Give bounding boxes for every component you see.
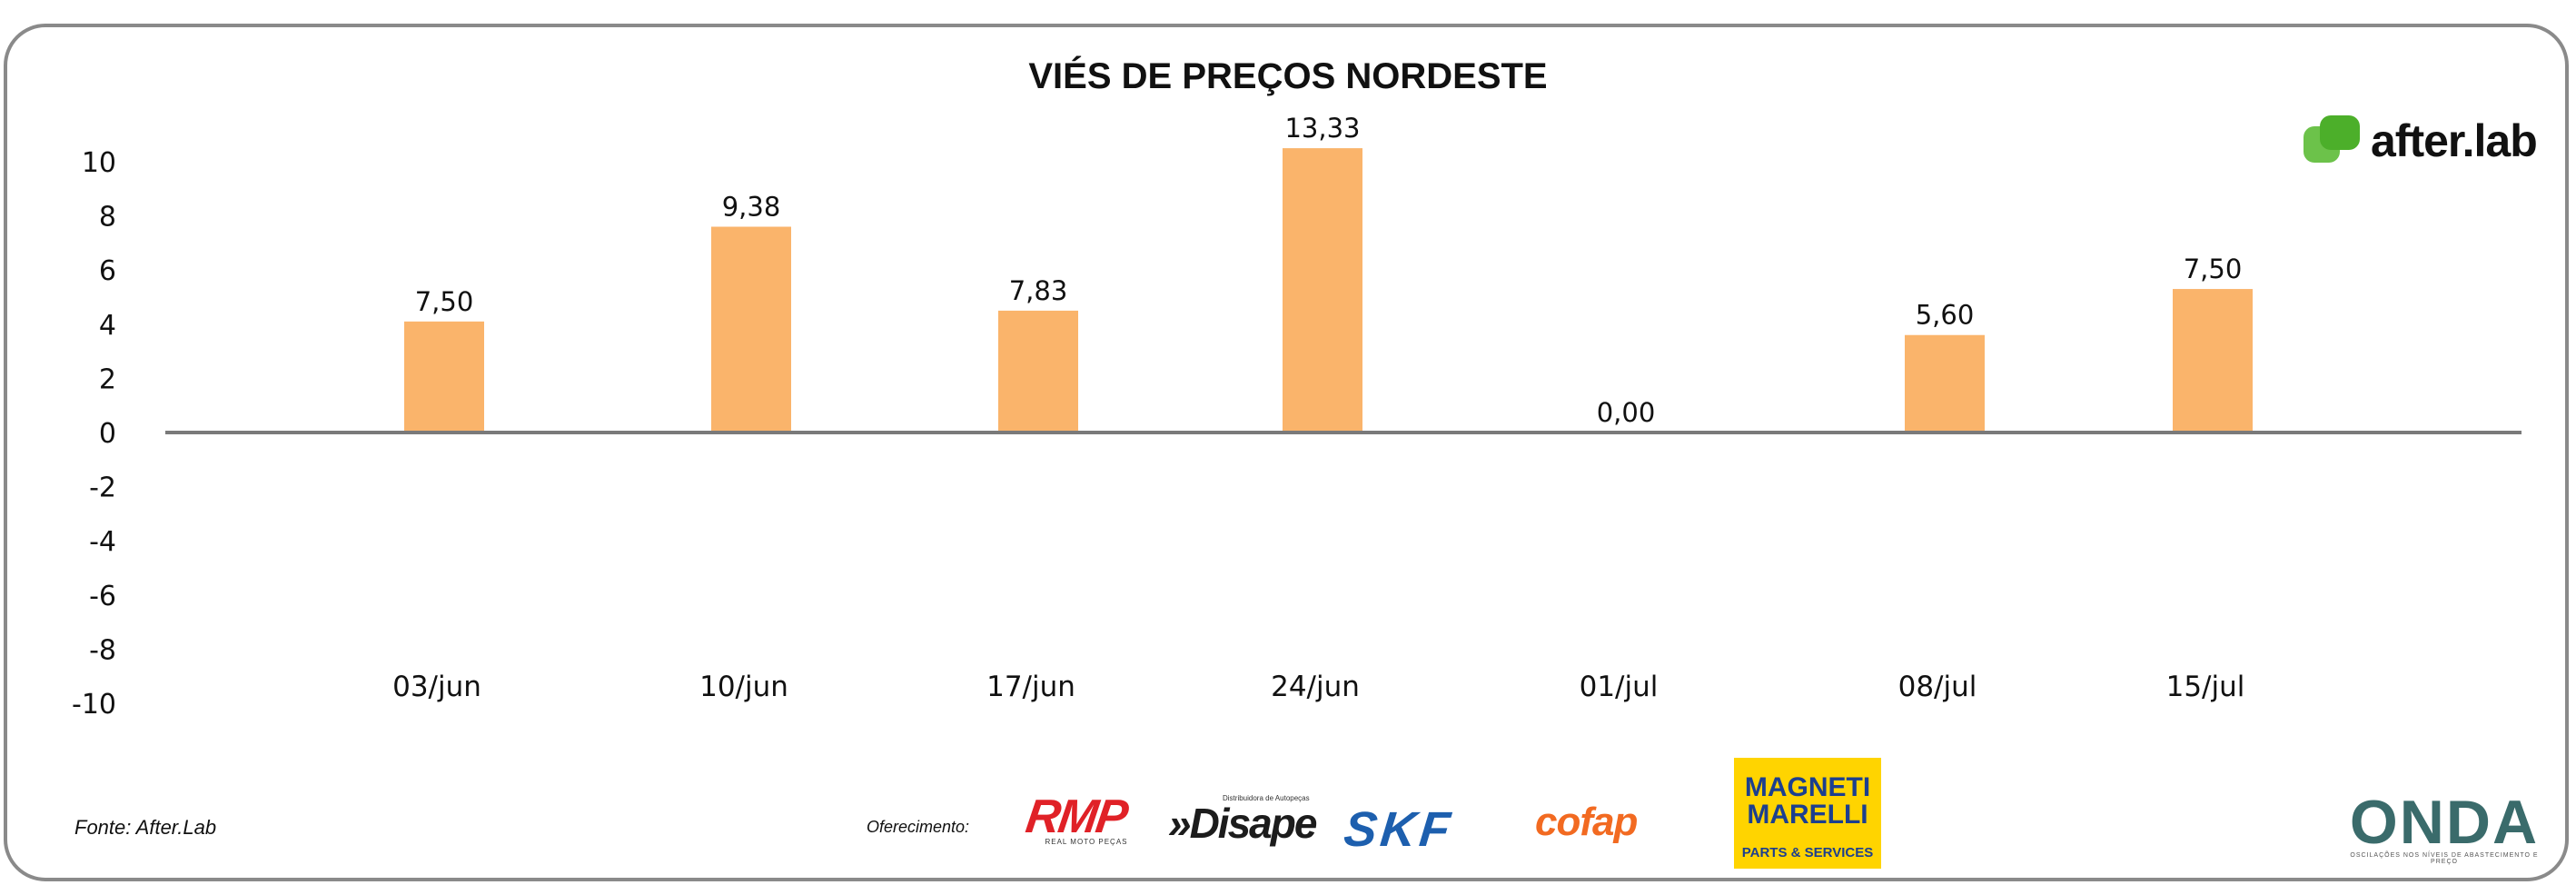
- y-tick-label: 2: [99, 363, 116, 395]
- x-tick-label: 01/jul: [1580, 671, 1659, 703]
- data-label: 7,50: [415, 286, 474, 317]
- source-note: Fonte: After.Lab: [74, 816, 217, 839]
- rmp-logo-text: RMP: [1022, 791, 1130, 843]
- y-tick-label: 10: [82, 147, 116, 179]
- y-tick-label: -8: [89, 634, 116, 666]
- y-tick-label: 0: [99, 418, 116, 450]
- x-tick-label: 08/jul: [1898, 671, 1977, 703]
- rmp-logo-subtext: REAL MOTO PEÇAS: [1045, 838, 1128, 846]
- afterlab-mark-icon: [2304, 115, 2363, 166]
- disape-logo-subtext: Distribuidora de Autopeças: [1223, 794, 1310, 802]
- bar: [998, 310, 1078, 433]
- cofap-logo: cofap: [1535, 800, 1638, 844]
- y-tick-label: -2: [89, 472, 116, 504]
- y-tick-label: -6: [89, 581, 116, 612]
- x-tick-label: 17/jun: [986, 671, 1075, 703]
- x-tick-label: 15/jul: [2166, 671, 2245, 703]
- rmp-logo: RMP REAL MOTO PEÇAS: [1022, 791, 1146, 846]
- bar: [1905, 334, 1985, 433]
- data-label: 0,00: [1597, 397, 1656, 428]
- data-label: 9,38: [722, 192, 781, 223]
- x-tick-label: 10/jun: [699, 671, 788, 703]
- onda-logo: ONDA OSCILAÇÕES NOS NÍVEIS DE ABASTECIME…: [2349, 788, 2540, 865]
- magneti-marelli-logo-subtext: PARTS & SERVICES: [1741, 845, 1874, 860]
- onda-logo-text: ONDA: [2349, 788, 2540, 857]
- skf-logo: SKF: [1341, 802, 1457, 857]
- data-label: 7,50: [2184, 254, 2243, 284]
- afterlab-logo: after.lab: [2304, 114, 2538, 167]
- bar: [2173, 289, 2253, 433]
- y-tick-label: 8: [99, 202, 116, 234]
- y-tick-label: 6: [99, 255, 116, 287]
- bar: [404, 321, 484, 433]
- magneti-marelli-logo: MAGNETI MARELLI PARTS & SERVICES: [1734, 758, 1881, 869]
- chart-title: VIÉS DE PREÇOS NORDESTE: [1028, 56, 1548, 96]
- sponsor-label: Oferecimento:: [867, 818, 970, 836]
- x-tick-label: 03/jun: [392, 671, 481, 703]
- y-tick-label: -4: [89, 526, 116, 558]
- bar: [1283, 148, 1362, 433]
- data-label: 7,83: [1009, 275, 1068, 306]
- magneti-marelli-logo-text: MAGNETI MARELLI: [1744, 772, 1871, 830]
- bar: [711, 226, 791, 433]
- x-tick-label: 24/jun: [1271, 671, 1360, 703]
- y-tick-label: -10: [72, 689, 116, 721]
- disape-logo: Distribuidora de Autopeças »Disape: [1168, 794, 1317, 847]
- data-label: 5,60: [1916, 300, 1975, 331]
- onda-logo-subtext: OSCILAÇÕES NOS NÍVEIS DE ABASTECIMENTO E…: [2350, 852, 2539, 865]
- disape-logo-text: »Disape: [1168, 800, 1317, 847]
- data-label: 13,33: [1284, 113, 1360, 144]
- y-tick-label: 4: [99, 310, 116, 342]
- afterlab-logo-text: after.lab: [2371, 115, 2538, 166]
